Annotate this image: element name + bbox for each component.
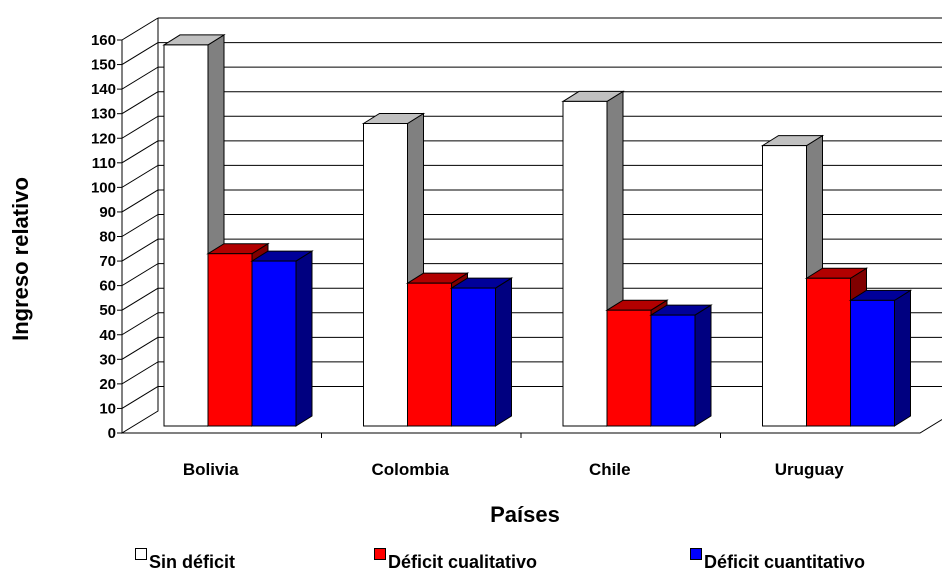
bar [606, 309, 652, 427]
y-tick-label: 110 [92, 155, 116, 172]
legend-item-deficit-cuantitativo: Déficit cuantitativo [690, 548, 865, 573]
bar [762, 145, 807, 427]
y-axis-title: Ingreso relativo [8, 177, 33, 341]
x-category-label: Uruguay [775, 460, 845, 479]
bar [650, 314, 696, 427]
y-tick-label: 40 [99, 327, 116, 344]
gridline-side [121, 42, 159, 65]
gridline-side [121, 238, 159, 262]
x-axis-title: Países [490, 502, 560, 527]
bar-group-colombia [361, 112, 514, 427]
legend-swatch-blue [690, 548, 702, 560]
floor-edge [122, 418, 942, 434]
bar [251, 260, 297, 427]
y-tick-label: 60 [99, 278, 116, 295]
bar [850, 299, 895, 427]
y-tick-label: 130 [91, 106, 116, 123]
y-tick-label: 10 [99, 400, 116, 417]
bar-side [694, 304, 712, 427]
bar [163, 44, 209, 427]
bar-side [894, 289, 911, 427]
y-tick-label: 150 [91, 57, 116, 74]
gridline-side [121, 263, 159, 287]
y-tick-label: 140 [91, 81, 116, 98]
legend: Sin déficit Déficit cualitativo Déficit … [0, 548, 942, 585]
bar-side [495, 277, 512, 427]
x-axis-categories: Bolivia Colombia Chile Uruguay [183, 433, 844, 479]
y-tick-label: 20 [99, 376, 116, 393]
legend-swatch-white [135, 548, 147, 560]
bar [363, 123, 408, 427]
gridline-side [121, 189, 159, 213]
bar [207, 253, 253, 427]
gridline-side [121, 386, 159, 409]
bar [451, 287, 496, 427]
gridline-side [121, 66, 159, 90]
y-tick-label: 90 [99, 204, 116, 221]
legend-swatch-red [374, 548, 386, 560]
bar-group-chile [561, 90, 713, 427]
bar [806, 277, 851, 427]
gridline-side [121, 115, 159, 139]
gridline-side [121, 17, 159, 41]
y-tick-label: 160 [91, 32, 116, 49]
gridline-side [121, 214, 159, 237]
x-category-label: Colombia [372, 460, 450, 479]
bar [407, 282, 452, 427]
bars [162, 34, 913, 427]
legend-label: Déficit cualitativo [388, 552, 538, 572]
x-category-label: Bolivia [183, 460, 239, 479]
bar-group-bolivia [162, 34, 314, 427]
bar [562, 100, 608, 427]
y-tick-label: 0 [108, 425, 116, 442]
legend-item-sin-deficit: Sin déficit [135, 548, 235, 573]
bar-group-uruguay [760, 134, 913, 427]
y-tick-label: 50 [99, 302, 116, 319]
y-tick-label: 30 [99, 351, 116, 368]
gridline-side [121, 140, 159, 164]
gridline-side [121, 91, 159, 115]
legend-item-deficit-cualitativo: Déficit cualitativo [374, 548, 537, 573]
y-tick-label: 70 [99, 253, 116, 270]
gridline-side [121, 287, 159, 311]
y-tick-label: 100 [91, 179, 116, 196]
y-tick-label: 120 [91, 130, 116, 147]
legend-label: Sin déficit [149, 552, 236, 572]
gridline-side [121, 164, 159, 188]
legend-label: Déficit cuantitativo [704, 552, 866, 572]
y-tick-label: 80 [99, 229, 116, 246]
bar-side [295, 250, 313, 427]
y-axis-ticks: 0 10 20 30 40 50 60 70 80 90 100 110 120 130 140 150 160 [91, 32, 122, 442]
gridline-side [121, 312, 159, 336]
gridline-side [121, 361, 159, 385]
x-category-label: Chile [589, 460, 631, 479]
gridline-side [121, 336, 159, 360]
